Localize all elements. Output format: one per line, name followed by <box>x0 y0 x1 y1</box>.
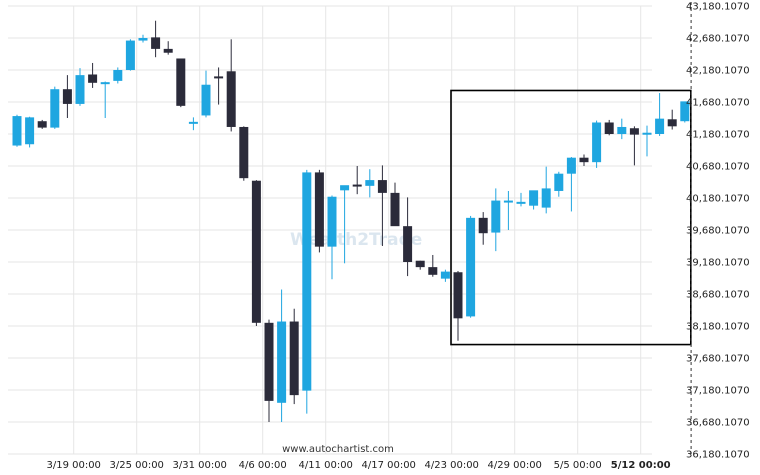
candle-body <box>428 267 438 275</box>
candle-body <box>163 48 173 53</box>
candle-body <box>604 122 614 135</box>
y-tick-label: 42,180.1070 <box>686 66 750 77</box>
candle-body <box>226 71 236 127</box>
candle-body <box>352 184 362 187</box>
x-tick-label: 3/19 00:00 <box>46 460 100 471</box>
candle-body <box>188 121 198 124</box>
y-tick-label: 37,180.1070 <box>686 386 750 397</box>
candle-body <box>667 119 677 127</box>
candle-body <box>478 217 488 234</box>
x-tick-label: 4/11 00:00 <box>298 460 352 471</box>
candle-body <box>503 200 513 203</box>
candle-body <box>37 121 47 128</box>
candle-body <box>554 173 564 191</box>
x-tick-label: 3/31 00:00 <box>172 460 226 471</box>
source-label: www.autochartist.com <box>282 444 394 455</box>
candle-body <box>466 217 476 317</box>
y-tick-label: 40,180.1070 <box>686 194 750 205</box>
candle-body <box>403 226 413 263</box>
candle-body <box>340 185 350 191</box>
y-tick-label: 37,680.1070 <box>686 354 750 365</box>
x-tick-label: 5/12 00:00 <box>611 460 671 471</box>
candle-body <box>214 76 224 79</box>
y-tick-label: 38,180.1070 <box>686 322 750 333</box>
candle-body <box>655 118 665 135</box>
candle-body <box>251 180 261 323</box>
candle-body <box>302 172 312 391</box>
candle-body <box>264 322 274 401</box>
candle-body <box>592 122 602 163</box>
candle-body <box>415 260 425 268</box>
y-tick-label: 39,180.1070 <box>686 258 750 269</box>
candle-body <box>12 116 22 146</box>
y-tick-label: 42,680.1070 <box>686 34 750 45</box>
candle-body <box>365 180 375 186</box>
candle-body <box>125 40 135 71</box>
candle-body <box>390 192 400 227</box>
candle-body <box>314 172 324 247</box>
y-tick-label: 38,680.1070 <box>686 290 750 301</box>
candle-body <box>62 89 72 104</box>
candles <box>12 20 690 423</box>
candle-body <box>176 58 186 106</box>
candle-body <box>75 75 85 104</box>
candle-body <box>516 201 526 204</box>
candle-body <box>642 132 652 135</box>
y-tick-label: 40,680.1070 <box>686 162 750 173</box>
x-tick-label: 4/23 00:00 <box>424 460 478 471</box>
grid-lines <box>8 5 652 455</box>
candle-body <box>239 126 249 179</box>
candle-body <box>680 101 690 122</box>
candle-body <box>566 157 576 174</box>
candle-body <box>289 321 299 396</box>
x-tick-label: 4/29 00:00 <box>487 460 541 471</box>
y-tick-label: 41,680.1070 <box>686 98 750 109</box>
candle-body <box>491 200 501 233</box>
y-tick-label: 43,180.1070 <box>686 2 750 13</box>
candle-body <box>201 84 211 116</box>
candle-body <box>453 272 463 319</box>
y-tick-label: 36,180.1070 <box>686 450 750 461</box>
candle-body <box>327 196 337 247</box>
candle-body <box>113 70 123 81</box>
y-axis: 43,180.1070 42,680.1070 42,180.1070 41,680.… <box>686 2 750 461</box>
candle-body <box>25 117 35 145</box>
candle-body <box>541 188 551 208</box>
candle-body <box>529 190 539 206</box>
candle-body <box>377 180 387 193</box>
x-tick-label: 4/6 00:00 <box>239 460 287 471</box>
candle-body <box>617 126 627 135</box>
candle-body <box>100 82 110 85</box>
candle-body <box>579 157 589 163</box>
y-tick-label: 41,180.1070 <box>686 130 750 141</box>
candle-body <box>50 89 60 128</box>
x-tick-label: 5/5 00:00 <box>554 460 602 471</box>
candle-body <box>138 38 148 41</box>
candle-body <box>88 74 98 83</box>
x-axis: 3/19 00:00 3/25 00:00 3/31 00:00 4/6 00:00 4… <box>46 460 670 471</box>
candle-body <box>629 128 639 135</box>
candle-body <box>277 321 287 403</box>
candle-body <box>151 37 161 49</box>
y-tick-label: 39,680.1070 <box>686 226 750 237</box>
y-tick-label: 36,680.1070 <box>686 418 750 429</box>
candle-body <box>440 271 450 279</box>
x-tick-label: 3/25 00:00 <box>109 460 163 471</box>
pattern-box <box>450 89 692 346</box>
x-tick-label: 4/17 00:00 <box>361 460 415 471</box>
